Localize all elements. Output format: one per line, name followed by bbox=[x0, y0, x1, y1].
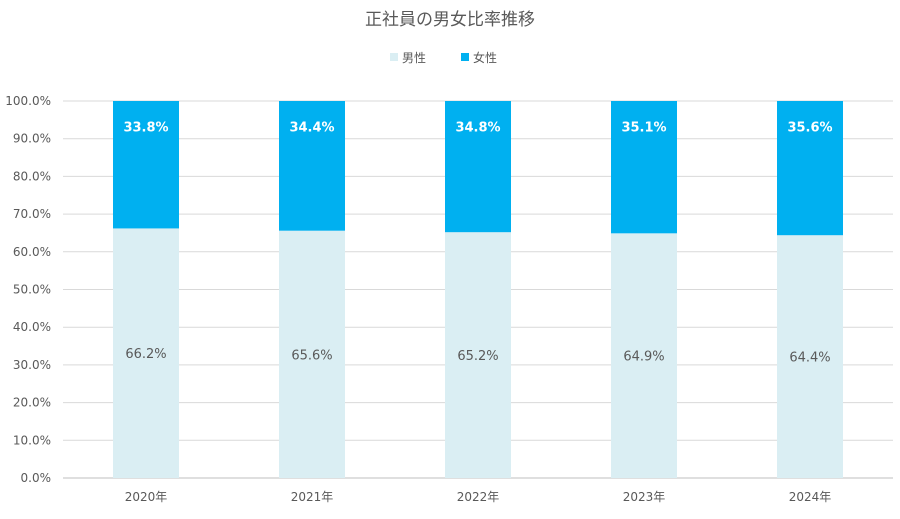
bar-segment-female bbox=[611, 101, 677, 234]
x-tick-label: 2022年 bbox=[457, 490, 500, 504]
bar-segment-female bbox=[113, 101, 179, 229]
y-tick-label: 80.0% bbox=[13, 169, 51, 183]
y-tick-label: 60.0% bbox=[13, 245, 51, 259]
bar-segment-female bbox=[445, 101, 511, 233]
legend: 男性 女性 bbox=[390, 50, 497, 65]
legend-label-female: 女性 bbox=[473, 50, 497, 65]
data-label-male: 64.4% bbox=[789, 351, 830, 366]
data-label-male: 64.9% bbox=[623, 350, 664, 365]
data-label-female: 35.1% bbox=[621, 120, 666, 135]
data-label-female: 34.8% bbox=[455, 120, 500, 135]
y-axis: 0.0% 10.0% 20.0% 30.0% 40.0% 50.0% 60.0% 70.0% 8… bbox=[5, 94, 51, 485]
y-tick-label: 100.0% bbox=[5, 94, 51, 108]
x-tick-label: 2020年 bbox=[125, 490, 168, 504]
data-label-male: 66.2% bbox=[125, 347, 166, 362]
y-tick-label: 40.0% bbox=[13, 320, 51, 334]
bars: 66.2% 33.8% 65.6% 34.4% 65.2% 34.8% 64.9% 35.1%… bbox=[113, 101, 843, 478]
y-tick-label: 50.0% bbox=[13, 283, 51, 297]
y-tick-label: 10.0% bbox=[13, 433, 51, 447]
bar-segment-male bbox=[611, 233, 677, 478]
bar-segment-female bbox=[777, 101, 843, 236]
legend-swatch-male bbox=[390, 53, 398, 61]
x-tick-label: 2023年 bbox=[623, 490, 666, 504]
data-label-male: 65.2% bbox=[457, 349, 498, 364]
data-label-male: 65.6% bbox=[291, 348, 332, 363]
x-axis: 2020年 2021年 2022年 2023年 2024年 bbox=[125, 490, 832, 504]
data-label-female: 34.4% bbox=[289, 120, 334, 135]
legend-label-male: 男性 bbox=[402, 51, 426, 65]
chart-title: 正社員の男女比率推移 bbox=[365, 10, 535, 30]
x-tick-label: 2024年 bbox=[789, 490, 832, 504]
y-tick-label: 0.0% bbox=[21, 471, 52, 485]
y-tick-label: 30.0% bbox=[13, 358, 51, 372]
bar-segment-male bbox=[279, 230, 345, 478]
bar-segment-female bbox=[279, 101, 345, 231]
y-tick-label: 90.0% bbox=[13, 132, 51, 146]
bar-segment-male bbox=[445, 232, 511, 478]
y-tick-label: 70.0% bbox=[13, 207, 51, 221]
bar-segment-male bbox=[113, 228, 179, 478]
data-label-female: 33.8% bbox=[123, 120, 168, 135]
bar-segment-male bbox=[777, 235, 843, 478]
legend-swatch-female bbox=[461, 53, 469, 61]
x-tick-label: 2021年 bbox=[291, 490, 334, 504]
y-tick-label: 20.0% bbox=[13, 396, 51, 410]
data-label-female: 35.6% bbox=[787, 120, 832, 135]
